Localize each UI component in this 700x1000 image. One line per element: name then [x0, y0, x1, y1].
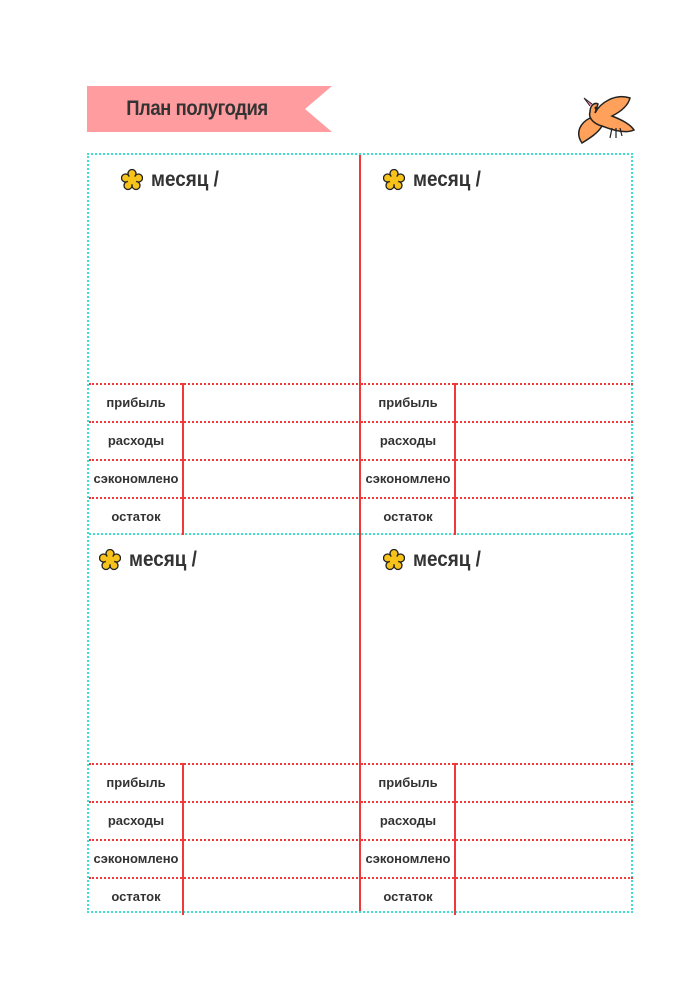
summary-table: прибыль расходы сэкономлено остаток: [89, 383, 361, 535]
row-value-field[interactable]: [455, 879, 633, 915]
table-row: остаток: [361, 877, 633, 915]
row-label: сэкономлено: [93, 471, 179, 486]
row-value-field[interactable]: [183, 803, 361, 839]
row-label: прибыль: [106, 775, 166, 790]
table-row: прибыль: [361, 763, 633, 801]
row-value-field[interactable]: [455, 423, 633, 459]
row-value-field[interactable]: [455, 765, 633, 801]
row-value-field[interactable]: [455, 803, 633, 839]
summary-table: прибыль расходы сэкономлено остаток: [89, 763, 361, 915]
title-banner: План полугодия: [87, 86, 332, 132]
summary-table: прибыль расходы сэкономлено остаток: [361, 383, 633, 535]
table-row: сэкономлено: [89, 459, 361, 497]
month-title[interactable]: месяц /: [413, 168, 481, 191]
row-label: остаток: [111, 889, 161, 904]
row-label: остаток: [383, 509, 433, 524]
month-header: месяц /: [383, 165, 488, 195]
row-label: прибыль: [378, 395, 438, 410]
page-title: План полугодия: [126, 97, 268, 120]
table-row: расходы: [361, 801, 633, 839]
row-label: остаток: [111, 509, 161, 524]
month-header: месяц /: [99, 545, 204, 575]
table-row: сэкономлено: [361, 459, 633, 497]
flower-icon: [383, 549, 405, 571]
horizontal-divider: [89, 533, 631, 535]
flower-icon: [121, 169, 143, 191]
row-value-field[interactable]: [455, 385, 633, 421]
row-value-field[interactable]: [183, 765, 361, 801]
row-value-field[interactable]: [183, 423, 361, 459]
month-block: месяц / прибыль расходы сэкономлено остаток: [361, 155, 633, 535]
table-row: расходы: [89, 801, 361, 839]
summary-table: прибыль расходы сэкономлено остаток: [361, 763, 633, 915]
row-value-field[interactable]: [183, 385, 361, 421]
column-divider: [454, 383, 456, 535]
table-row: прибыль: [361, 383, 633, 421]
month-block: месяц / прибыль расходы сэкономлено остаток: [361, 535, 633, 915]
row-label: прибыль: [106, 395, 166, 410]
table-row: расходы: [361, 421, 633, 459]
month-block: месяц / прибыль расходы сэкономлено остаток: [89, 535, 361, 915]
row-value-field[interactable]: [455, 461, 633, 497]
table-row: сэкономлено: [89, 839, 361, 877]
row-label: сэкономлено: [365, 851, 451, 866]
column-divider: [182, 763, 184, 915]
month-title[interactable]: месяц /: [413, 548, 481, 571]
month-title[interactable]: месяц /: [151, 168, 219, 191]
row-label: расходы: [379, 433, 437, 448]
table-row: расходы: [89, 421, 361, 459]
flower-icon: [383, 169, 405, 191]
column-divider: [182, 383, 184, 535]
row-label: остаток: [383, 889, 433, 904]
month-block: месяц / прибыль расходы сэкономлено остаток: [89, 155, 361, 535]
row-label: сэкономлено: [365, 471, 451, 486]
row-label: расходы: [379, 813, 437, 828]
table-row: остаток: [361, 497, 633, 535]
table-row: остаток: [89, 497, 361, 535]
row-label: сэкономлено: [93, 851, 179, 866]
banner-ribbon: [87, 86, 332, 132]
month-title[interactable]: месяц /: [129, 548, 197, 571]
column-divider: [454, 763, 456, 915]
row-value-field[interactable]: [455, 499, 633, 535]
table-row: прибыль: [89, 383, 361, 421]
row-value-field[interactable]: [455, 841, 633, 877]
row-label: расходы: [107, 433, 165, 448]
row-value-field[interactable]: [183, 461, 361, 497]
month-header: месяц /: [121, 165, 226, 195]
table-row: остаток: [89, 877, 361, 915]
row-label: расходы: [107, 813, 165, 828]
row-value-field[interactable]: [183, 841, 361, 877]
flower-icon: [99, 549, 121, 571]
row-value-field[interactable]: [183, 879, 361, 915]
row-label: прибыль: [378, 775, 438, 790]
half-year-grid: месяц / прибыль расходы сэкономлено остаток м…: [87, 153, 633, 915]
bird-icon: [578, 96, 636, 145]
row-value-field[interactable]: [183, 499, 361, 535]
table-row: сэкономлено: [361, 839, 633, 877]
table-row: прибыль: [89, 763, 361, 801]
month-header: месяц /: [383, 545, 488, 575]
